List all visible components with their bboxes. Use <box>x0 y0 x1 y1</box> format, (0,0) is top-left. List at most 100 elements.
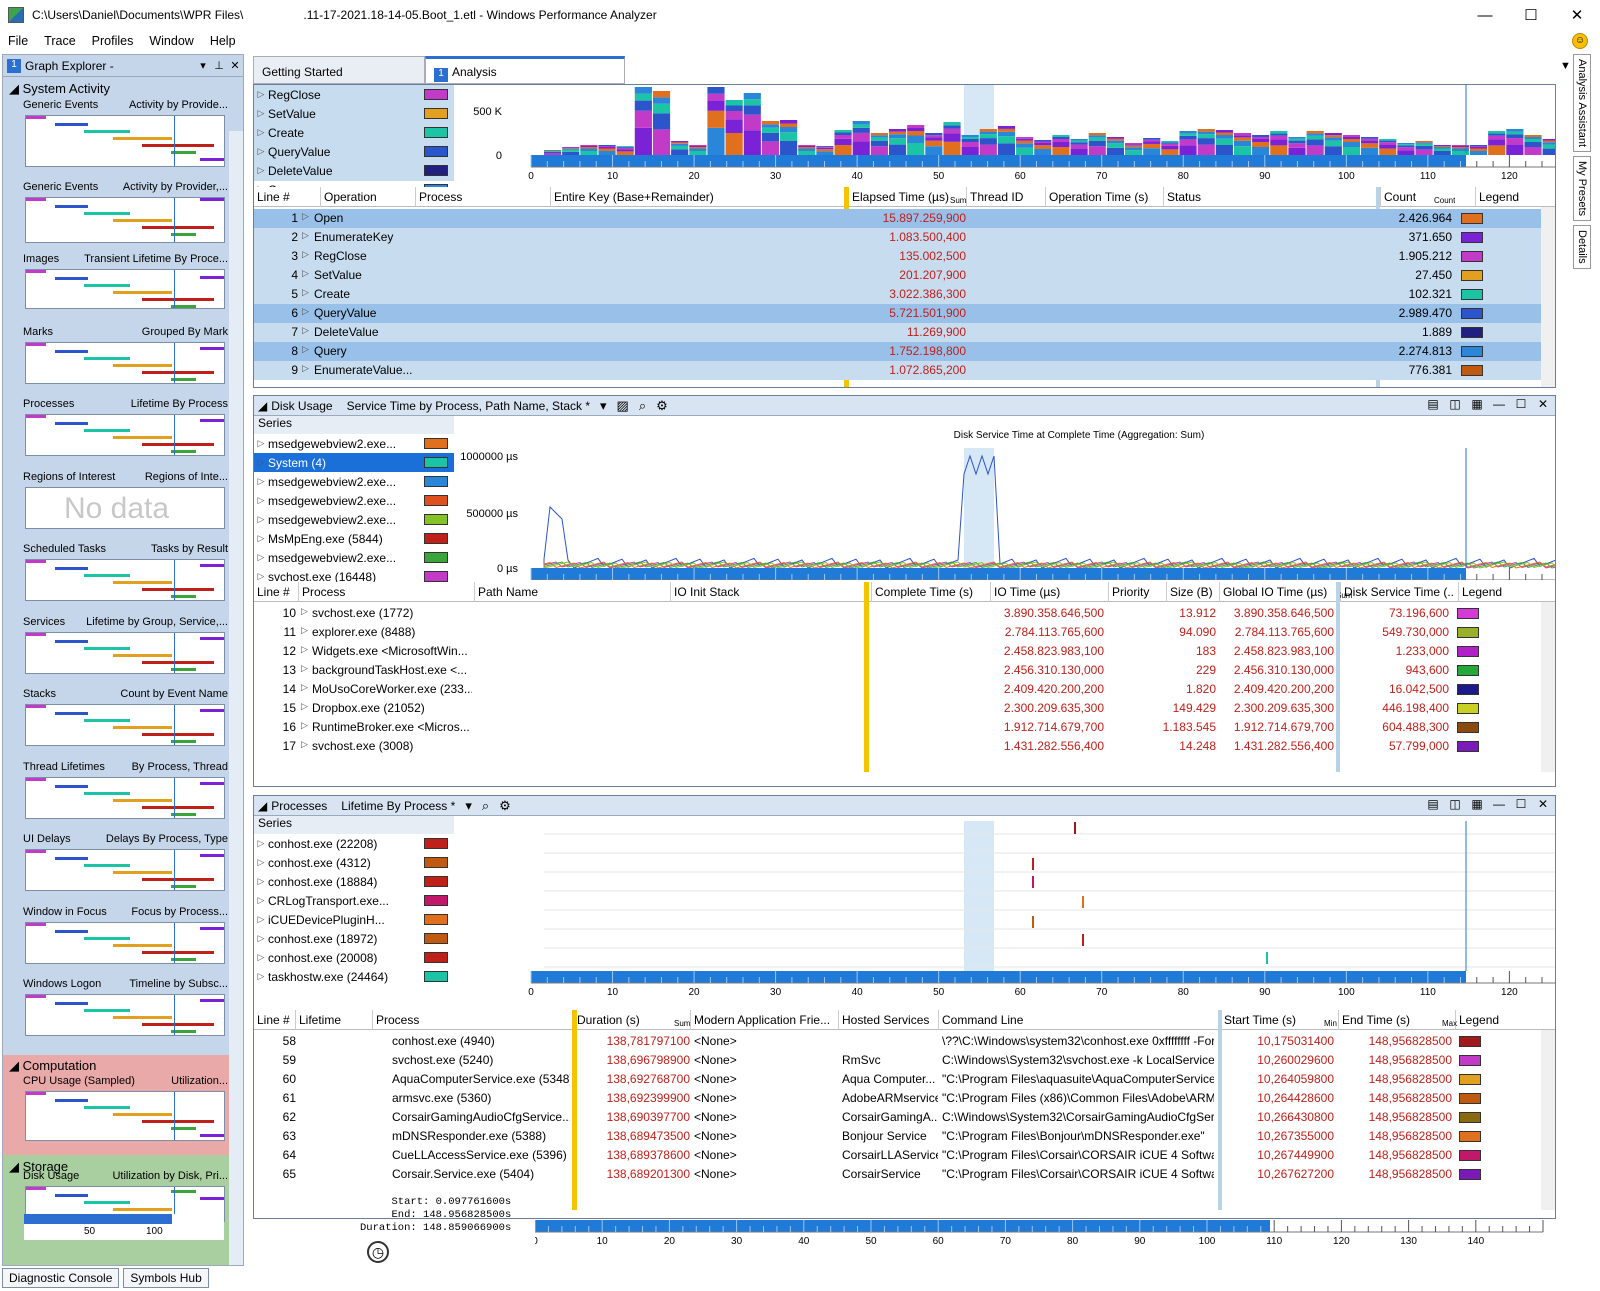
series-swatch[interactable] <box>424 438 448 449</box>
expand-icon[interactable]: ▷ <box>257 933 265 943</box>
table-row[interactable]: 14 ▷ MoUsoCoreWorker.exe (233... 2.409.420.… <box>254 680 1555 699</box>
column-header[interactable]: Operation Time (s) <box>1049 190 1149 204</box>
expand-icon[interactable]: ◢ <box>9 1058 23 1073</box>
series-swatch[interactable] <box>424 495 448 506</box>
series-swatch[interactable] <box>424 165 448 176</box>
table-row[interactable]: 65 Corsair.Service.exe (5404) 138,68920130… <box>254 1165 1555 1184</box>
series-swatch[interactable] <box>424 857 448 868</box>
table-row[interactable]: 63 mDNSResponder.exe (5388) 138,689473500 <… <box>254 1127 1555 1146</box>
graph-explorer-item[interactable]: Disk Usage Utilization by Disk, Pri... <box>23 1170 228 1182</box>
graph-thumbnail[interactable] <box>25 704 225 746</box>
series-row[interactable]: ▷ conhost.exe (18884) <box>254 872 454 891</box>
chevron-down-icon[interactable]: ▾ <box>600 397 607 413</box>
graph-explorer-section[interactable]: ◢ Computation <box>9 1058 96 1074</box>
graph-explorer-item[interactable]: Windows Logon Timeline by Subsc... <box>23 978 228 990</box>
expand-icon[interactable]: ▷ <box>257 838 265 848</box>
column-divider[interactable] <box>1166 582 1167 602</box>
column-header[interactable]: Global IO Time (µs) <box>1223 585 1328 599</box>
expand-icon[interactable]: ▷ <box>257 127 265 137</box>
graph-explorer-section[interactable]: ◢ System Activity <box>9 81 110 97</box>
graph-explorer-item[interactable]: Marks Grouped By Mark <box>23 326 228 338</box>
graph-thumbnail[interactable] <box>25 269 225 309</box>
graph-thumbnail[interactable] <box>25 632 225 674</box>
expand-icon[interactable]: ▷ <box>257 533 265 543</box>
expand-icon[interactable]: ▷ <box>301 625 308 635</box>
column-divider[interactable] <box>1163 187 1164 207</box>
series-row[interactable]: ▷ msedgewebview2.exe... <box>254 491 454 510</box>
column-header[interactable]: Process <box>302 585 346 599</box>
table-row[interactable]: 17 ▷ svchost.exe (3008) 1.431.282.556,400 14… <box>254 737 1555 756</box>
graph-explorer-item[interactable]: Window in Focus Focus by Process... <box>23 906 228 918</box>
column-header[interactable]: Line # <box>257 190 290 204</box>
selected-range-bar[interactable] <box>531 568 1466 580</box>
column-header[interactable]: Elapsed Time (µs) <box>852 190 949 204</box>
graph-thumbnail[interactable] <box>25 559 225 601</box>
expand-icon[interactable]: ◢ <box>9 81 23 96</box>
column-divider[interactable] <box>372 1010 373 1030</box>
series-swatch[interactable] <box>424 146 448 157</box>
series-swatch[interactable] <box>424 895 448 906</box>
column-header[interactable]: Complete Time (s) <box>875 585 974 599</box>
column-header[interactable]: Legend <box>1479 190 1520 204</box>
close-button[interactable]: ✕ <box>1570 7 1584 24</box>
series-row[interactable]: ▷ msedgewebview2.exe... <box>254 510 454 529</box>
column-divider[interactable] <box>474 582 475 602</box>
menu-file[interactable]: File <box>8 34 29 48</box>
column-header[interactable]: Duration (s) <box>577 1013 640 1027</box>
graph-column-bar[interactable] <box>1336 582 1340 772</box>
maximize-pane-icon[interactable]: ☐ <box>1515 797 1527 811</box>
graph-table-icon[interactable]: ▤ <box>1427 397 1439 411</box>
gear-icon[interactable]: ⚙ <box>499 797 511 813</box>
graph-thumbnail[interactable] <box>25 994 225 1036</box>
table-row[interactable]: 9 ▷ EnumerateValue... 1.072.865,200 776.381 <box>254 361 1555 380</box>
expand-icon[interactable]: ▷ <box>302 249 309 259</box>
graph-thumbnail[interactable]: No data <box>25 487 225 529</box>
series-swatch[interactable] <box>424 127 448 138</box>
search-icon[interactable]: ⌕ <box>481 797 490 813</box>
column-header[interactable]: Thread ID <box>970 190 1024 204</box>
column-divider[interactable] <box>938 1010 939 1030</box>
graph-thumbnail[interactable] <box>25 777 225 819</box>
menu-profiles[interactable]: Profiles <box>91 34 134 48</box>
expand-icon[interactable]: ▷ <box>302 344 309 354</box>
column-header[interactable]: Process <box>419 190 463 204</box>
column-divider[interactable] <box>1045 187 1046 207</box>
column-divider[interactable] <box>320 187 321 207</box>
expand-icon[interactable]: ◢ <box>9 1159 23 1174</box>
series-swatch[interactable] <box>424 533 448 544</box>
global-timeline[interactable]: 0 10 20 30 40 50 60 70 80 90 100 110 120 130 140 <box>535 1218 1545 1248</box>
expand-icon[interactable]: ▷ <box>257 571 265 581</box>
series-swatch[interactable] <box>424 914 448 925</box>
column-divider[interactable] <box>253 187 254 207</box>
selected-range-bar[interactable] <box>531 155 1466 167</box>
table-row[interactable]: 12 ▷ Widgets.exe <MicrosoftWin... 2.458.823… <box>254 642 1555 661</box>
expand-icon[interactable]: ▷ <box>257 165 265 175</box>
series-swatch[interactable] <box>424 457 448 468</box>
series-swatch[interactable] <box>424 952 448 963</box>
column-header[interactable]: Process <box>376 1013 420 1027</box>
table-row[interactable]: 16 ▷ RuntimeBroker.exe <Micros... 1.912.714… <box>254 718 1555 737</box>
tab-getting-started[interactable]: Getting Started <box>253 56 425 84</box>
expand-icon[interactable]: ▷ <box>257 895 265 905</box>
graph-explorer-item[interactable]: CPU Usage (Sampled) Utilization... <box>23 1075 228 1087</box>
table-row[interactable]: 10 ▷ svchost.exe (1772) 3.890.358.646,500 13… <box>254 604 1555 623</box>
table-only-icon[interactable]: ▦ <box>1471 797 1483 811</box>
expand-icon[interactable]: ▷ <box>257 89 265 99</box>
column-header[interactable]: Legend <box>1459 1013 1500 1027</box>
expand-icon[interactable]: ▷ <box>257 476 265 486</box>
table-row[interactable]: 2 ▷ EnumerateKey 1.083.500,400 371.650 <box>254 228 1555 247</box>
details-tab[interactable]: Details <box>1573 225 1591 269</box>
expand-icon[interactable]: ▷ <box>301 606 308 616</box>
column-divider[interactable] <box>1458 582 1459 602</box>
table-row[interactable]: 62 CorsairGamingAudioCfgService... 138,690… <box>254 1108 1555 1127</box>
expand-icon[interactable]: ▷ <box>257 952 265 962</box>
column-divider[interactable] <box>1338 1010 1339 1030</box>
column-header[interactable]: Operation <box>324 190 377 204</box>
table-scrollbar[interactable] <box>1541 602 1555 772</box>
column-divider[interactable] <box>966 187 967 207</box>
series-row[interactable]: ▷ CRLogTransport.exe... <box>254 891 454 910</box>
menu-help[interactable]: Help <box>209 34 236 48</box>
table-only-icon[interactable]: ▦ <box>1471 397 1483 411</box>
graph-explorer-item[interactable]: Processes Lifetime By Process <box>23 398 228 410</box>
column-divider[interactable] <box>871 582 872 602</box>
